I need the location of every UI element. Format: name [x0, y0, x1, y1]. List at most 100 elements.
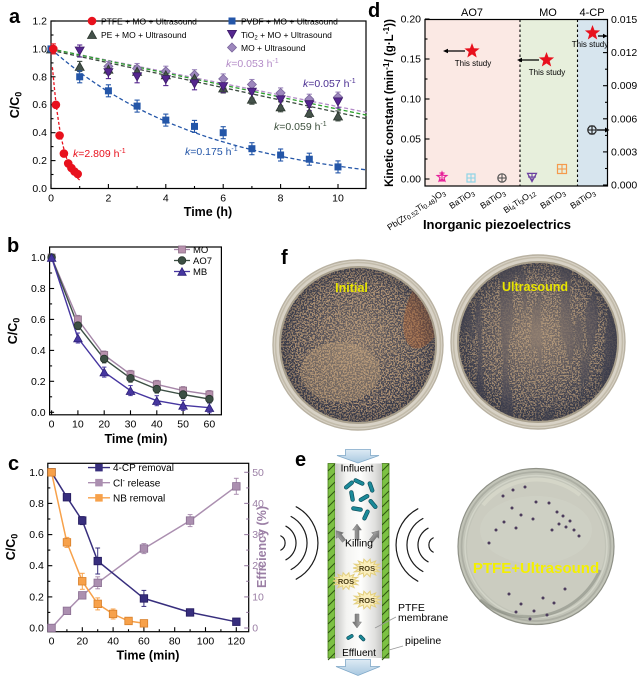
- svg-text:1.2: 1.2: [32, 16, 47, 28]
- svg-text:PTFE+Ultrasound: PTFE+Ultrasound: [473, 560, 599, 577]
- svg-text:0.2: 0.2: [29, 591, 44, 603]
- svg-text:40: 40: [107, 636, 119, 648]
- svg-text:8: 8: [278, 193, 284, 205]
- svg-text:0.2: 0.2: [32, 155, 47, 167]
- svg-text:Cl- release: Cl- release: [113, 478, 161, 490]
- svg-text:0.4: 0.4: [29, 560, 44, 572]
- svg-text:6: 6: [220, 193, 226, 205]
- svg-text:0.006: 0.006: [611, 113, 637, 125]
- svg-text:MO: MO: [193, 245, 208, 256]
- svg-text:Killing: Killing: [345, 538, 373, 550]
- svg-text:0: 0: [252, 623, 258, 635]
- svg-text:a: a: [9, 6, 21, 28]
- svg-text:50: 50: [177, 419, 189, 431]
- svg-text:0.000: 0.000: [611, 180, 637, 192]
- svg-text:C/C0: C/C0: [6, 318, 22, 345]
- svg-text:30: 30: [125, 419, 137, 431]
- svg-text:Initial: Initial: [335, 281, 368, 295]
- svg-text:30: 30: [252, 529, 264, 541]
- svg-text:PTFE + MO + Ultrasound: PTFE + MO + Ultrasound: [101, 17, 197, 27]
- svg-text:This study: This study: [529, 68, 565, 77]
- svg-text:k=0.057 h-1: k=0.057 h-1: [303, 78, 356, 90]
- svg-text:0.8: 0.8: [32, 71, 47, 83]
- svg-text:ROS: ROS: [338, 577, 354, 586]
- svg-text:PE + MO + Ultrasound: PE + MO + Ultrasound: [101, 30, 187, 40]
- svg-text:e: e: [295, 449, 306, 471]
- svg-text:b: b: [7, 235, 19, 257]
- svg-text:C/C0: C/C0: [4, 534, 20, 561]
- svg-text:k=2.809 h-1: k=2.809 h-1: [73, 148, 126, 160]
- svg-text:0.2: 0.2: [31, 376, 46, 388]
- svg-text:0.0: 0.0: [31, 407, 46, 419]
- svg-text:PVDF + MO + Ultrasound: PVDF + MO + Ultrasound: [241, 17, 338, 27]
- svg-text:20: 20: [76, 636, 88, 648]
- svg-text:k=0.059 h-1: k=0.059 h-1: [274, 121, 327, 133]
- svg-text:0.15: 0.15: [401, 54, 422, 66]
- svg-text:0.8: 0.8: [31, 283, 46, 295]
- svg-text:0.6: 0.6: [31, 314, 46, 326]
- svg-text:50: 50: [252, 467, 264, 479]
- svg-text:MO + Ultrasound: MO + Ultrasound: [241, 43, 306, 53]
- svg-text:Efficiency (%): Efficiency (%): [255, 506, 269, 588]
- svg-text:0.10: 0.10: [401, 94, 422, 106]
- svg-text:4-CP removal: 4-CP removal: [113, 463, 174, 474]
- svg-text:Inorganic piezoelectrics: Inorganic piezoelectrics: [423, 217, 571, 232]
- svg-text:0: 0: [48, 193, 54, 205]
- svg-text:0.6: 0.6: [32, 99, 47, 111]
- svg-text:10: 10: [332, 193, 344, 205]
- svg-text:pipeline: pipeline: [405, 635, 441, 647]
- svg-text:0.012: 0.012: [611, 47, 637, 59]
- svg-text:Time (min): Time (min): [117, 649, 180, 663]
- svg-text:0.003: 0.003: [611, 146, 637, 158]
- svg-text:60: 60: [204, 419, 216, 431]
- svg-text:0.6: 0.6: [29, 529, 44, 541]
- svg-text:10: 10: [72, 419, 84, 431]
- svg-text:0.05: 0.05: [401, 134, 422, 146]
- svg-text:Time (min): Time (min): [105, 432, 168, 446]
- svg-text:40: 40: [151, 419, 163, 431]
- svg-text:20: 20: [98, 419, 110, 431]
- svg-text:10: 10: [252, 591, 264, 603]
- svg-text:TiO2 + MO + Ultrasound: TiO2 + MO + Ultrasound: [241, 30, 332, 42]
- svg-text:0.4: 0.4: [32, 127, 47, 139]
- svg-text:NB removal: NB removal: [113, 493, 165, 504]
- svg-text:1.0: 1.0: [31, 252, 46, 264]
- svg-text:0.009: 0.009: [611, 80, 637, 92]
- svg-text:membrane: membrane: [398, 612, 448, 624]
- svg-text:PTFE: PTFE: [398, 602, 425, 614]
- svg-text:Time (h): Time (h): [184, 205, 232, 219]
- svg-text:0.0: 0.0: [32, 183, 47, 195]
- svg-text:Kinetic constant (min-1/ (g·L-: Kinetic constant (min-1/ (g·L-1)): [381, 19, 396, 187]
- svg-text:0.015: 0.015: [611, 14, 637, 26]
- svg-text:0.0: 0.0: [29, 623, 44, 635]
- svg-text:c: c: [8, 453, 19, 475]
- svg-text:0: 0: [49, 419, 55, 431]
- svg-text:MO: MO: [539, 7, 557, 19]
- svg-text:ROS: ROS: [359, 564, 375, 573]
- svg-text:MB: MB: [193, 267, 207, 278]
- svg-text:120: 120: [228, 636, 246, 648]
- svg-text:100: 100: [197, 636, 215, 648]
- svg-text:2: 2: [105, 193, 111, 205]
- svg-text:This study: This study: [572, 40, 608, 49]
- svg-text:0.4: 0.4: [31, 345, 46, 357]
- svg-text:f: f: [281, 247, 288, 269]
- svg-text:k=0.175 h-1: k=0.175 h-1: [185, 146, 238, 158]
- svg-text:This study: This study: [455, 59, 491, 68]
- svg-text:80: 80: [169, 636, 181, 648]
- svg-text:AO7: AO7: [461, 7, 483, 19]
- svg-text:ROS: ROS: [359, 596, 375, 605]
- svg-text:0.8: 0.8: [29, 498, 44, 510]
- svg-text:40: 40: [252, 498, 264, 510]
- svg-text:4: 4: [163, 193, 169, 205]
- svg-text:k=0.053 h-1: k=0.053 h-1: [226, 58, 279, 70]
- svg-text:20: 20: [252, 560, 264, 572]
- svg-text:1.0: 1.0: [29, 467, 44, 479]
- svg-text:C/C0: C/C0: [8, 92, 24, 119]
- svg-text:Influent: Influent: [341, 464, 374, 475]
- svg-text:0.20: 0.20: [401, 14, 422, 26]
- svg-text:Ultrasound: Ultrasound: [502, 280, 568, 294]
- svg-text:d: d: [368, 0, 380, 22]
- svg-text:AO7: AO7: [193, 256, 212, 267]
- svg-text:0.00: 0.00: [401, 174, 422, 186]
